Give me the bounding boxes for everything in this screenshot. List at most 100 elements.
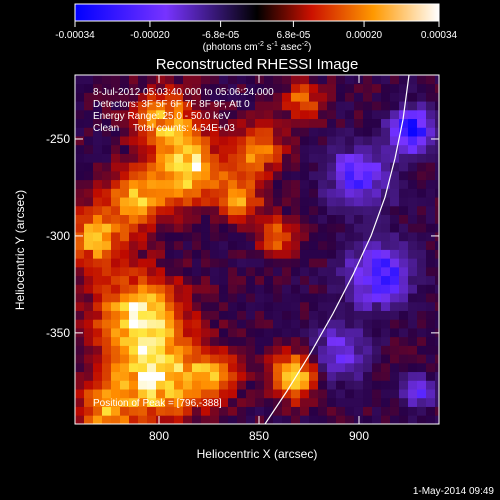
heatmap-cell: [102, 214, 112, 224]
heatmap-cell: [273, 223, 283, 233]
heatmap-cell: [165, 415, 175, 424]
heatmap-cell: [93, 284, 103, 294]
heatmap-cell: [129, 170, 139, 181]
heatmap-cell: [417, 328, 427, 338]
heatmap-cell: [165, 310, 175, 320]
heatmap-cell: [219, 223, 229, 233]
heatmap-cell: [300, 127, 310, 137]
heatmap-cell: [273, 328, 283, 338]
heatmap-cell: [336, 301, 346, 311]
heatmap-cell: [435, 249, 439, 259]
heatmap-cell: [327, 319, 337, 329]
heatmap-cell: [102, 258, 112, 268]
heatmap-cell: [201, 127, 211, 137]
heatmap-cell: [318, 319, 328, 329]
heatmap-cell: [381, 232, 391, 242]
heatmap-cell: [336, 345, 346, 355]
heatmap-cell: [192, 136, 202, 146]
heatmap-cell: [93, 293, 103, 303]
heatmap-cell: [210, 415, 220, 424]
heatmap-cell: [228, 240, 238, 250]
heatmap-cell: [165, 240, 175, 250]
heatmap-cell: [327, 75, 337, 85]
colorbar-gradient: [74, 3, 440, 22]
heatmap-cell: [300, 170, 310, 181]
heatmap-cell: [174, 406, 184, 416]
heatmap-cell: [111, 310, 121, 320]
heatmap-cell: [318, 232, 328, 242]
heatmap-cell: [246, 170, 256, 181]
heatmap-cell: [408, 362, 418, 373]
heatmap-cell: [372, 144, 382, 154]
heatmap-cell: [246, 92, 256, 102]
heatmap-cell: [84, 266, 94, 277]
heatmap-cell: [246, 284, 256, 294]
heatmap-cell: [318, 118, 328, 128]
heatmap-cell: [102, 301, 112, 311]
heatmap-cell: [75, 179, 85, 189]
heatmap-cell: [282, 319, 292, 329]
heatmap-cell: [201, 136, 211, 146]
heatmap-cell: [102, 92, 112, 102]
heatmap-cell: [84, 188, 94, 198]
heatmap-cell: [75, 83, 85, 93]
heatmap-cell: [201, 205, 211, 215]
heatmap-cell: [309, 232, 319, 242]
heatmap-cell: [75, 275, 85, 285]
heatmap-cell: [174, 345, 184, 355]
heatmap-cell: [354, 284, 364, 294]
heatmap-cell: [183, 336, 193, 346]
heatmap-cell: [111, 179, 121, 189]
heatmap-cell: [381, 214, 391, 224]
heatmap-cell: [327, 293, 337, 303]
heatmap-cell: [291, 214, 301, 224]
heatmap-cell: [264, 275, 274, 285]
heatmap-cell: [291, 92, 301, 102]
heatmap-cell: [219, 293, 229, 303]
heatmap-cell: [327, 188, 337, 198]
heatmap-cell: [291, 188, 301, 198]
heatmap-cell: [354, 197, 364, 207]
heatmap-cell: [147, 197, 157, 207]
heatmap-cell: [210, 284, 220, 294]
heatmap-cell: [282, 293, 292, 303]
heatmap-cell: [102, 397, 112, 407]
heatmap-cell: [327, 415, 337, 424]
heatmap-cell: [309, 310, 319, 320]
heatmap-cell: [318, 240, 328, 250]
heatmap-cell: [291, 101, 301, 111]
heatmap-cell: [345, 83, 355, 93]
heatmap-cell: [327, 118, 337, 128]
heatmap-cell: [417, 406, 427, 416]
heatmap-cell: [345, 406, 355, 416]
heatmap-cell: [354, 162, 364, 172]
heatmap-cell: [84, 310, 94, 320]
heatmap-cell: [219, 380, 229, 390]
heatmap-cell: [174, 319, 184, 329]
heatmap-cell: [93, 415, 103, 424]
heatmap-cell: [435, 319, 439, 329]
heatmap-cell: [165, 92, 175, 102]
heatmap-cell: [138, 240, 148, 250]
heatmap-cell: [138, 118, 148, 128]
heatmap-cell: [426, 83, 436, 93]
heatmap-cell: [111, 101, 121, 111]
heatmap-cell: [426, 293, 436, 303]
heatmap-cell: [354, 83, 364, 93]
heatmap-cell: [354, 249, 364, 259]
heatmap-cell: [273, 92, 283, 102]
heatmap-cell: [129, 75, 139, 85]
heatmap-cell: [255, 362, 265, 373]
heatmap-cell: [354, 397, 364, 407]
heatmap-cell: [282, 109, 292, 120]
heatmap-cell: [282, 162, 292, 172]
heatmap-cell: [174, 240, 184, 250]
heatmap-cell: [417, 380, 427, 390]
heatmap-cell: [327, 362, 337, 373]
footer-timestamp: 1-May-2014 09:49: [413, 486, 495, 497]
heatmap-cell: [210, 371, 220, 381]
heatmap-cell: [300, 205, 310, 215]
heatmap-cell: [120, 232, 130, 242]
heatmap-cell: [219, 75, 229, 85]
heatmap-cell: [417, 319, 427, 329]
